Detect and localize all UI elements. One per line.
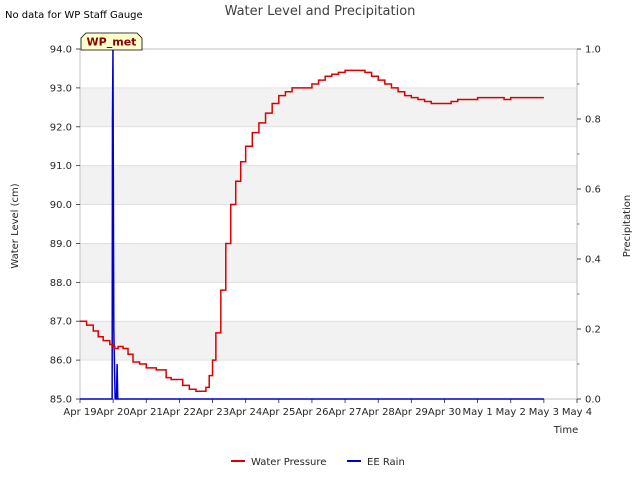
x-tick-label: Apr 25 — [262, 407, 295, 418]
right-axis-ticks: 0.0 0.2 0.4 0.6 0.8 1.0 — [577, 45, 601, 406]
x-tick-label: May 2 — [496, 407, 526, 418]
left-tick-label: 91.0 — [50, 161, 72, 172]
x-tick-label: Apr 28 — [362, 407, 395, 418]
x-axis-label: Time — [553, 425, 578, 436]
left-tick-label: 89.0 — [50, 239, 72, 250]
x-tick-label: Apr 24 — [229, 407, 262, 418]
right-tick-label: 0.2 — [585, 325, 601, 336]
x-tick-label: Apr 20 — [97, 407, 130, 418]
x-tick-label: Apr 26 — [295, 407, 328, 418]
legend-ee-rain-label: EE Rain — [367, 457, 405, 468]
station-badge: WP_met — [80, 32, 143, 51]
band — [80, 87, 577, 127]
ee-rain-line — [80, 48, 544, 400]
right-tick-label: 0.6 — [585, 185, 601, 196]
left-tick-label: 87.0 — [50, 317, 72, 328]
x-tick-label: May 1 — [462, 407, 492, 418]
left-tick-label: 94.0 — [50, 45, 72, 56]
x-axis-ticks: Apr 19 Apr 20 Apr 21 Apr 22 Apr 23 Apr 24 Apr … — [63, 399, 592, 418]
x-tick-label: Apr 27 — [328, 407, 361, 418]
band — [80, 321, 577, 361]
band — [80, 165, 577, 205]
x-tick-label: Apr 29 — [395, 407, 428, 418]
no-data-note: No data for WP Staff Gauge — [5, 10, 143, 21]
badge-label: WP_met — [87, 36, 137, 49]
water-pressure-line — [80, 69, 544, 392]
legend-water-pressure-label: Water Pressure — [251, 457, 326, 468]
background-bands — [80, 87, 577, 361]
legend: Water Pressure EE Rain — [231, 457, 405, 468]
right-tick-label: 0.0 — [585, 395, 601, 406]
chart-title: Water Level and Precipitation — [225, 4, 416, 19]
left-tick-label: 85.0 — [50, 395, 72, 406]
left-tick-label: 92.0 — [50, 122, 72, 133]
right-tick-label: 0.8 — [585, 115, 601, 126]
x-tick-label: May 3 — [529, 407, 559, 418]
left-tick-label: 88.0 — [50, 278, 72, 289]
left-axis-ticks: 85.0 86.0 87.0 88.0 89.0 90.0 91.0 92.0 93.0 94.0 — [50, 45, 80, 406]
badge-shape — [80, 32, 143, 51]
series-layer — [80, 48, 544, 400]
x-tick-label: Apr 23 — [196, 407, 229, 418]
x-tick-label: May 4 — [562, 407, 592, 418]
left-tick-label: 93.0 — [50, 83, 72, 94]
left-tick-label: 90.0 — [50, 200, 72, 211]
x-tick-label: Apr 21 — [130, 407, 163, 418]
x-tick-label: Apr 19 — [63, 407, 96, 418]
x-tick-label: Apr 30 — [428, 407, 461, 418]
x-tick-label: Apr 22 — [163, 407, 196, 418]
right-tick-label: 1.0 — [585, 45, 601, 56]
right-tick-label: 0.4 — [585, 255, 601, 266]
left-tick-label: 86.0 — [50, 356, 72, 367]
y-axis-label: Water Level (cm) — [10, 183, 21, 268]
y2-axis-label: Precipitation — [622, 195, 633, 258]
band — [80, 243, 577, 283]
